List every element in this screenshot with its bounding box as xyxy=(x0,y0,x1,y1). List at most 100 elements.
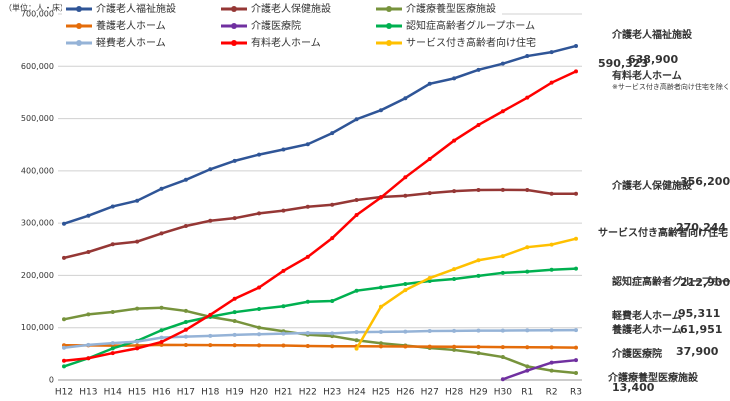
series-line xyxy=(63,267,577,368)
data-point xyxy=(500,355,505,360)
data-point xyxy=(525,269,530,274)
data-point xyxy=(354,117,359,122)
data-point xyxy=(159,340,164,345)
end-value-label: 13,400 xyxy=(612,381,655,394)
data-point xyxy=(330,202,335,207)
end-series-label: 介護医療院 xyxy=(611,347,662,360)
series-line xyxy=(63,44,577,225)
series-line xyxy=(63,306,577,375)
legend-marker xyxy=(76,23,82,29)
data-point xyxy=(62,345,66,350)
data-point xyxy=(574,345,578,350)
data-point xyxy=(208,312,213,317)
data-point xyxy=(574,266,578,271)
legend-marker xyxy=(386,40,392,46)
y-tick-label: 300,000 xyxy=(21,219,54,228)
data-point xyxy=(574,69,578,74)
data-point xyxy=(257,343,262,348)
data-point xyxy=(208,333,213,338)
data-point xyxy=(354,197,359,202)
data-point xyxy=(86,213,91,218)
legend-marker xyxy=(386,6,392,12)
data-point xyxy=(257,211,262,216)
end-value-label: 61,951 xyxy=(680,323,722,336)
data-point xyxy=(574,370,578,375)
data-point xyxy=(232,343,237,348)
data-point xyxy=(574,236,578,241)
data-point xyxy=(378,341,383,346)
end-series-label: 介護老人保健施設 xyxy=(611,179,693,192)
data-point xyxy=(378,304,383,309)
data-point xyxy=(549,242,554,247)
data-point xyxy=(62,364,66,369)
data-point xyxy=(476,273,481,278)
data-point xyxy=(549,368,554,373)
x-tick-label: H21 xyxy=(274,388,292,398)
data-point xyxy=(354,338,359,343)
end-value-label: 590,323 xyxy=(598,57,648,70)
data-point xyxy=(452,328,457,333)
x-tick-label: H15 xyxy=(128,388,146,398)
legend-marker xyxy=(386,23,392,29)
data-point xyxy=(110,204,115,209)
x-tick-label: R2 xyxy=(546,388,558,398)
data-point xyxy=(403,175,408,180)
data-point xyxy=(305,343,310,348)
data-point xyxy=(378,344,383,349)
data-point xyxy=(500,270,505,275)
legend-label: 有料老人ホーム xyxy=(251,36,321,49)
series-line xyxy=(502,358,577,381)
data-point xyxy=(330,236,335,241)
data-point xyxy=(183,308,188,313)
data-point xyxy=(525,95,530,100)
y-tick-label: 700,000 xyxy=(21,10,54,19)
data-point xyxy=(232,216,237,221)
x-tick-label: H28 xyxy=(445,388,463,398)
data-point xyxy=(476,187,481,192)
data-point xyxy=(476,67,481,72)
data-point xyxy=(135,306,140,311)
x-tick-label: H30 xyxy=(494,388,512,398)
data-point xyxy=(62,358,66,363)
data-point xyxy=(305,331,310,336)
data-point xyxy=(452,138,457,143)
data-point xyxy=(427,157,432,162)
data-point xyxy=(257,332,262,337)
unit-label: （単位：人・床） xyxy=(4,3,68,13)
data-point xyxy=(549,267,554,272)
data-point xyxy=(549,345,554,350)
data-point xyxy=(378,285,383,290)
data-point xyxy=(208,218,213,223)
data-point xyxy=(500,109,505,114)
data-point xyxy=(330,344,335,349)
data-point xyxy=(330,334,335,339)
data-point xyxy=(403,344,408,349)
data-point xyxy=(110,351,115,356)
data-point xyxy=(281,343,286,348)
data-point xyxy=(354,346,359,351)
data-point xyxy=(525,364,530,369)
data-point xyxy=(476,328,481,333)
data-point xyxy=(574,358,578,363)
data-point xyxy=(476,351,481,356)
legend-label: 軽費老人ホーム xyxy=(96,36,166,49)
data-point xyxy=(354,330,359,335)
y-tick-label: 0 xyxy=(49,376,54,385)
data-point xyxy=(525,345,530,350)
data-point xyxy=(135,239,140,244)
data-point xyxy=(183,224,188,229)
data-point xyxy=(232,158,237,163)
data-point xyxy=(281,147,286,152)
end-value-label: 212,900 xyxy=(680,276,730,289)
data-point xyxy=(403,282,408,287)
data-point xyxy=(427,329,432,334)
data-point xyxy=(232,296,237,301)
data-point xyxy=(281,208,286,213)
data-point xyxy=(86,342,91,347)
x-tick-label: H26 xyxy=(396,388,414,398)
data-point xyxy=(257,306,262,311)
end-value-label: 356,200 xyxy=(680,175,730,188)
data-point xyxy=(135,198,140,203)
end-series-label: 養護老人ホーム xyxy=(611,323,682,336)
